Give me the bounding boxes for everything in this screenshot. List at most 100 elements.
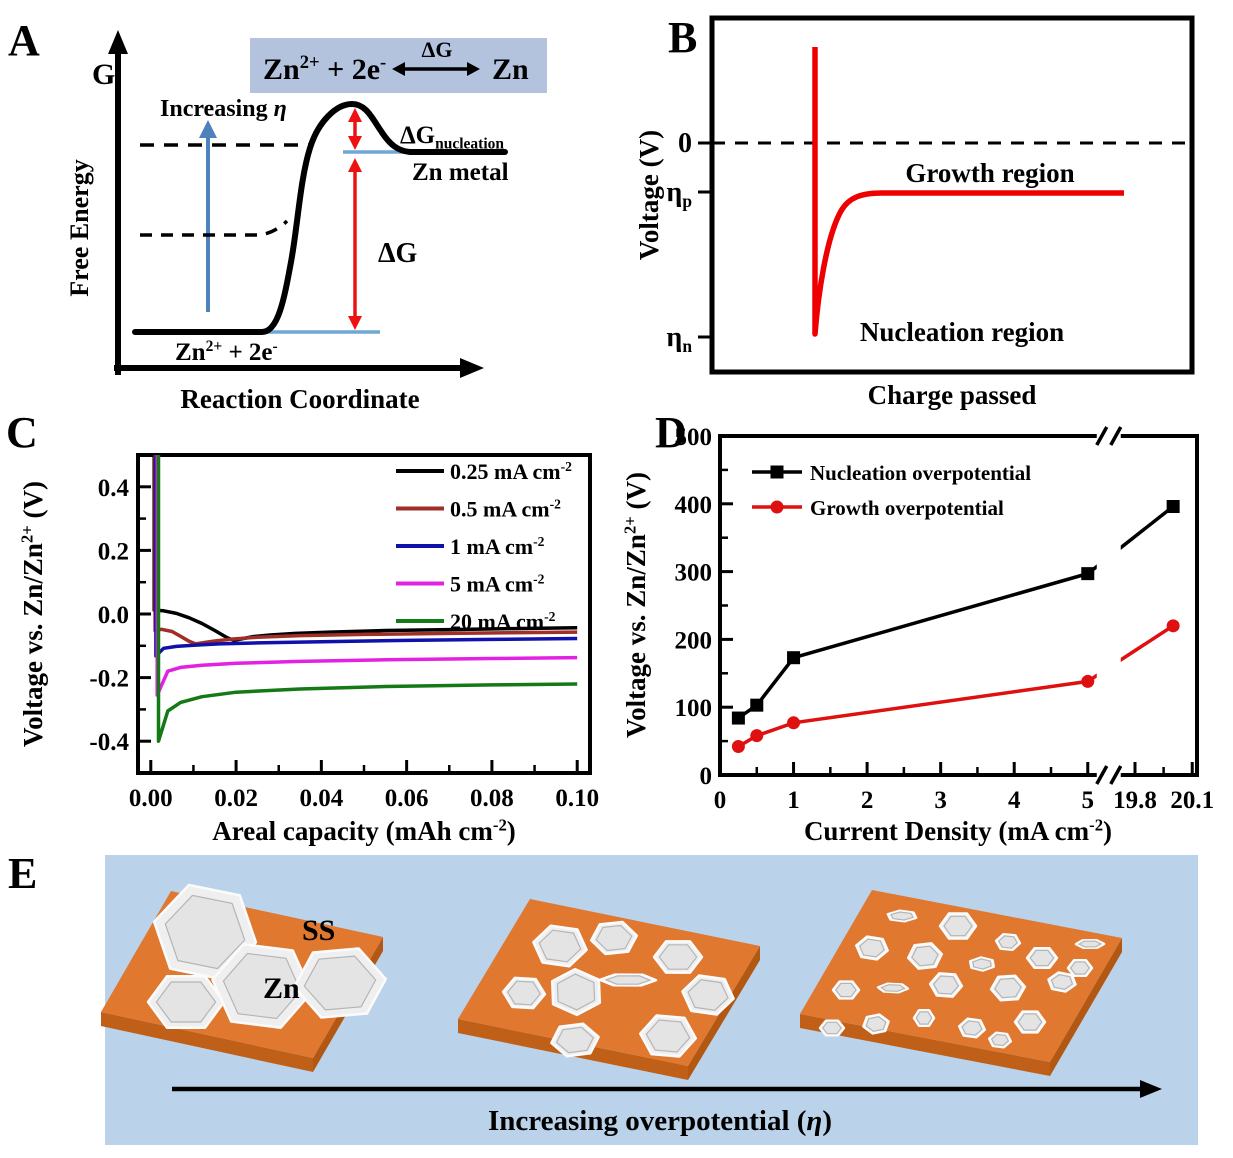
zn-crystal-face — [222, 952, 302, 1020]
zn-crystal-face — [164, 894, 246, 970]
panel-a-label: A — [8, 16, 40, 65]
panel-b-x-axis-title: Charge passed — [868, 380, 1037, 410]
x-tick-label: 0.08 — [470, 785, 514, 812]
zn-metal-label: Zn metal — [412, 159, 509, 186]
data-point — [787, 651, 801, 665]
substrate-right-face — [688, 946, 760, 1080]
y-tick-label: 100 — [675, 695, 713, 722]
tick-label-eta-n: ηn — [666, 322, 692, 356]
series-line — [155, 455, 578, 697]
data-point — [731, 711, 745, 725]
legend-label: 0.25 mA cm-2 — [450, 459, 572, 484]
reactant-label: Zn2+ + 2e- — [175, 338, 278, 366]
data-point — [750, 729, 764, 743]
zn-crystal-face — [506, 980, 542, 1006]
zn-crystal-face — [645, 1019, 691, 1053]
y-tick-label: 0.4 — [98, 475, 130, 502]
increasing-eta-arrowhead — [199, 120, 217, 138]
panel-d-plot-area: 0 1 2 3 4 5 19.8 20.1 0 100 200 300 400 500 Nucleation… — [675, 424, 1215, 814]
x-tick-label: 19.8 — [1113, 787, 1157, 814]
panel-e: E SS Zn Increasing overpotential (η) — [8, 849, 1198, 1145]
legend-label: 20 mA cm-2 — [450, 609, 556, 634]
reaction-equation-arrow-label: ΔG — [422, 37, 453, 62]
reaction-coordinate-axis-arrowhead — [460, 358, 484, 378]
y-tick-label: 300 — [675, 560, 713, 587]
panel-b-y-axis-title: Voltage (V) — [634, 130, 664, 260]
panel-d: D Current Density (mA cm-2) Voltage vs. … — [620, 408, 1214, 846]
zn-crystal-face — [972, 958, 992, 970]
panel-d-x-axis-title: Current Density (mA cm-2) — [804, 815, 1112, 846]
zn-crystal-face — [556, 973, 596, 1011]
axis-break-gap — [1096, 432, 1121, 779]
axis-break-mark — [1095, 426, 1109, 446]
growth-region-label: Growth region — [905, 158, 1074, 188]
panel-b-frame — [709, 15, 1195, 375]
legend-label: 1 mA cm-2 — [450, 534, 545, 559]
dg-nucleation-label: ΔGnucleation — [400, 122, 504, 153]
panel-a-x-axis-title: Reaction Coordinate — [180, 384, 419, 414]
x-tick-label: 20.1 — [1170, 787, 1214, 814]
zn-crystal-face — [835, 982, 857, 998]
x-tick-label: 0.10 — [555, 785, 599, 812]
zn-crystal-face — [865, 1016, 887, 1032]
g-axis-label: G — [92, 58, 115, 91]
nucleation-region-label: Nucleation region — [860, 317, 1064, 347]
y-tick-label: -0.4 — [89, 729, 129, 756]
equilibrium-arrow-right-head — [467, 62, 480, 76]
x-tick-label: 0 — [714, 787, 727, 814]
legend-marker — [770, 465, 784, 479]
zn-crystal-face — [1050, 973, 1074, 991]
y-tick-label: 200 — [675, 627, 713, 654]
data-point — [731, 740, 745, 754]
y-tick-label: -0.2 — [89, 666, 129, 693]
zn-crystal-face — [911, 945, 939, 967]
zn-crystal-face — [994, 977, 1022, 999]
panel-e-label: E — [8, 849, 37, 898]
tick-label-zero: 0 — [678, 128, 692, 159]
y-tick-label: 400 — [675, 492, 713, 519]
overpotential-arrowhead — [1140, 1080, 1162, 1098]
substrate-front-face — [800, 1014, 1050, 1076]
reaction-equation-right: Zn — [492, 53, 529, 86]
free-energy-curve — [132, 100, 508, 335]
zn-crystal-face — [555, 1026, 595, 1054]
panel-d-y-axis-title: Voltage vs. Zn/Zn2+ (V) — [620, 472, 651, 738]
ss-substrate-label: SS — [302, 914, 335, 947]
axis-break-mark — [1109, 765, 1123, 785]
data-point — [750, 698, 764, 712]
dg-arrow-up-head — [348, 158, 362, 172]
data-point — [1166, 619, 1180, 633]
series-line — [153, 455, 578, 646]
dg-label: ΔG — [378, 238, 418, 269]
dg-nucleation-arrow-up-head — [348, 108, 362, 122]
zn-crystal-face — [961, 1020, 983, 1036]
dg-nucleation-arrow-down-head — [348, 136, 362, 150]
panel-c: C Areal capacity (mAh cm-2) Voltage vs. … — [6, 408, 599, 846]
x-tick-label: 1 — [787, 787, 800, 814]
x-tick-label: 0.04 — [299, 785, 343, 812]
panel-d-label: D — [655, 408, 687, 457]
legend-marker — [770, 500, 784, 514]
zn-crystal-face — [915, 1011, 933, 1025]
zn-crystal-face — [880, 984, 906, 992]
zn-crystal-label: Zn — [263, 972, 300, 1005]
panel-b-label: B — [668, 13, 697, 62]
substrate-right-face — [1050, 938, 1122, 1076]
overpotential-arrow-label: Increasing overpotential (η) — [488, 1105, 832, 1137]
dg-arrow-down-head — [348, 316, 362, 330]
zn-crystal-face — [303, 955, 377, 1011]
substrate-schematics — [101, 883, 1122, 1080]
intermediate-level-dashed-line — [140, 219, 289, 237]
zn-crystal-face — [990, 1033, 1010, 1047]
x-tick-label: 5 — [1082, 787, 1095, 814]
zn-crystal-face — [595, 924, 633, 952]
zn-crystal-face — [997, 935, 1019, 949]
x-tick-label: 2 — [861, 787, 874, 814]
zn-crystal-face — [1029, 949, 1055, 967]
voltage-transient-curve — [812, 47, 1124, 337]
axis-break-mark — [1095, 765, 1109, 785]
legend-label: 0.5 mA cm-2 — [450, 497, 561, 522]
data-point — [1081, 674, 1095, 688]
panel-c-y-axis-title: Voltage vs. Zn/Zn2+ (V) — [17, 481, 48, 747]
